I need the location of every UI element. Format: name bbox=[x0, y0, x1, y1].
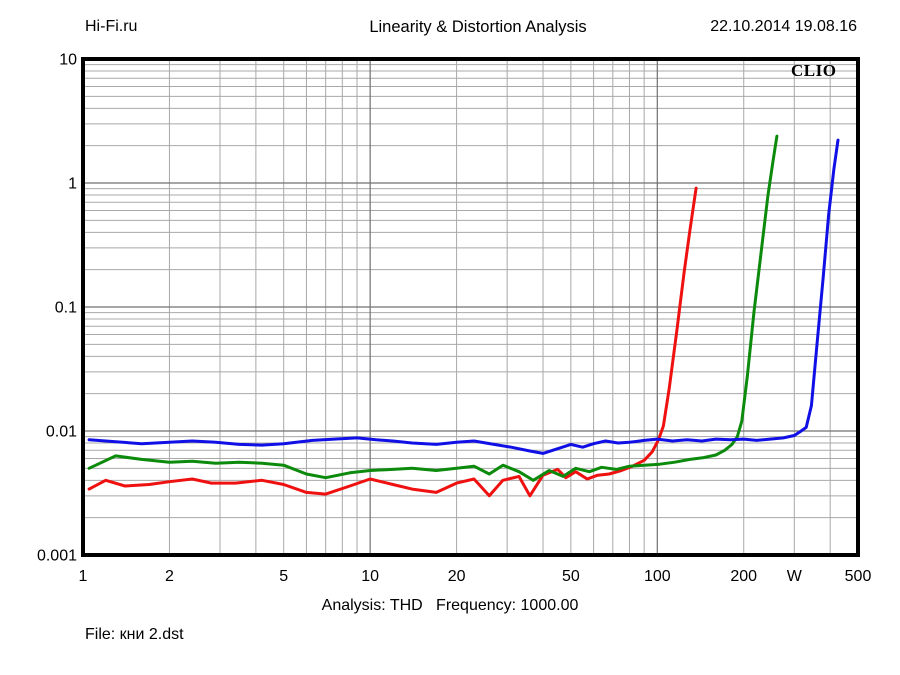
green-channel-curve bbox=[87, 134, 779, 482]
y-tick-label-10: 10 bbox=[59, 52, 77, 69]
y-tick-label-0.01: 0.01 bbox=[46, 424, 77, 441]
analysis-status-line: Analysis: THD Frequency: 1000.00 bbox=[321, 597, 579, 614]
x-tick-label-100: 100 bbox=[644, 568, 671, 585]
red-channel-curve bbox=[87, 186, 698, 498]
x-tick-label-5: 5 bbox=[279, 568, 288, 585]
site-label: Hi-Fi.ru bbox=[85, 18, 138, 35]
y-tick-label-1: 1 bbox=[68, 176, 77, 193]
page-title: Linearity & Distortion Analysis bbox=[369, 18, 587, 36]
plot-frame bbox=[81, 57, 860, 557]
timestamp-label: 22.10.2014 19.08.16 bbox=[710, 18, 857, 35]
blue-channel-curve bbox=[87, 138, 840, 455]
x-tick-label-50: 50 bbox=[562, 568, 580, 585]
clio-brand-label: CLIO bbox=[791, 61, 837, 80]
x-tick-label-1: 1 bbox=[79, 568, 88, 585]
x-axis-unit-label: W bbox=[787, 568, 803, 585]
x-tick-label-2: 2 bbox=[165, 568, 174, 585]
y-tick-label-0.001: 0.001 bbox=[37, 548, 77, 565]
file-name-line: File: кни 2.dst bbox=[85, 626, 184, 643]
y-tick-label-0.1: 0.1 bbox=[55, 300, 77, 317]
x-tick-label-20: 20 bbox=[448, 568, 466, 585]
x-tick-label-500: 500 bbox=[845, 568, 872, 585]
x-tick-label-10: 10 bbox=[361, 568, 379, 585]
x-tick-label-200: 200 bbox=[730, 568, 757, 585]
